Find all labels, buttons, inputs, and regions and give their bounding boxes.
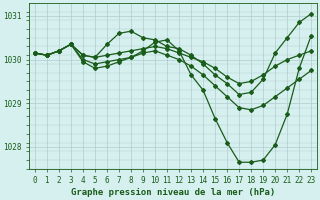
X-axis label: Graphe pression niveau de la mer (hPa): Graphe pression niveau de la mer (hPa) [71, 188, 275, 197]
